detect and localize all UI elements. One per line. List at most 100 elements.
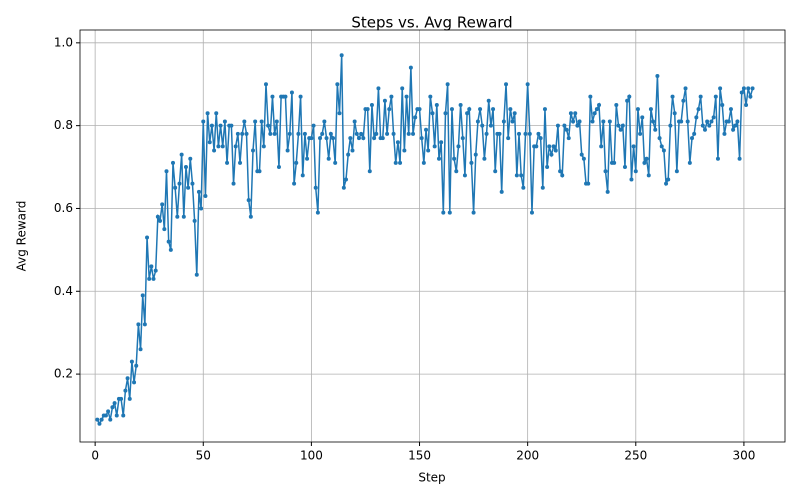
data-point — [138, 347, 143, 352]
data-point — [657, 136, 662, 141]
data-point — [376, 86, 381, 91]
data-point — [640, 115, 645, 120]
data-point — [285, 148, 290, 153]
data-point — [220, 144, 225, 149]
data-point — [467, 107, 472, 112]
y-tick-label: 0.6 — [54, 201, 73, 215]
data-point — [597, 102, 602, 107]
data-point — [240, 131, 245, 136]
data-point — [151, 276, 156, 281]
data-point — [372, 136, 377, 141]
data-point — [333, 160, 338, 165]
data-point — [566, 136, 571, 141]
data-point — [263, 82, 268, 87]
data-point — [687, 160, 692, 165]
chart-title: Steps vs. Avg Reward — [351, 14, 512, 32]
data-point — [214, 111, 219, 116]
data-point — [720, 102, 725, 107]
data-point — [478, 107, 483, 112]
data-point — [393, 160, 398, 165]
data-point — [432, 144, 437, 149]
data-point — [170, 160, 175, 165]
x-tick-label: 150 — [408, 449, 431, 463]
data-point — [322, 119, 327, 124]
data-point — [439, 140, 444, 145]
data-point — [465, 111, 470, 116]
data-point — [679, 119, 684, 124]
data-point — [534, 144, 539, 149]
data-point — [599, 144, 604, 149]
data-point — [564, 127, 569, 132]
data-point — [374, 131, 379, 136]
data-point — [681, 98, 686, 103]
data-point — [618, 127, 623, 132]
data-point — [517, 131, 522, 136]
data-point — [731, 127, 736, 132]
data-point — [506, 136, 511, 141]
y-tick-label: 0.2 — [54, 367, 73, 381]
data-point — [186, 185, 191, 190]
data-point — [558, 169, 563, 174]
data-point — [655, 73, 660, 78]
data-point — [318, 136, 323, 141]
data-point — [715, 156, 720, 161]
data-point — [625, 98, 630, 103]
data-point — [320, 131, 325, 136]
data-point — [294, 160, 299, 165]
data-point — [134, 363, 139, 368]
data-point — [402, 148, 407, 153]
data-point — [562, 123, 567, 128]
data-point — [408, 65, 413, 70]
data-point — [653, 127, 658, 132]
data-point — [97, 421, 102, 426]
data-point — [434, 102, 439, 107]
data-point — [521, 185, 526, 190]
data-point — [739, 90, 744, 95]
data-point — [331, 136, 336, 141]
data-point — [145, 235, 150, 240]
data-point — [225, 160, 230, 165]
data-point — [512, 111, 517, 116]
data-point — [501, 119, 506, 124]
data-point — [361, 136, 366, 141]
data-point — [661, 148, 666, 153]
data-point — [305, 156, 310, 161]
data-point — [454, 169, 459, 174]
data-point — [452, 156, 457, 161]
data-point — [426, 148, 431, 153]
data-point — [246, 198, 251, 203]
data-point — [276, 165, 281, 170]
data-point — [348, 136, 353, 141]
data-point — [155, 214, 160, 219]
data-point — [683, 86, 688, 91]
data-point — [207, 140, 212, 145]
data-point — [616, 123, 621, 128]
data-point — [737, 156, 742, 161]
data-point — [575, 123, 580, 128]
data-point — [460, 136, 465, 141]
data-point — [289, 90, 294, 95]
data-point — [296, 131, 301, 136]
data-point — [713, 94, 718, 99]
data-point — [142, 322, 147, 327]
data-point — [690, 136, 695, 141]
data-point — [188, 156, 193, 161]
data-point — [536, 131, 541, 136]
data-point — [229, 123, 234, 128]
data-point — [748, 94, 753, 99]
data-point — [387, 107, 392, 112]
plot-frame — [79, 29, 786, 443]
data-point — [542, 107, 547, 112]
data-point — [158, 218, 163, 223]
data-point — [251, 148, 256, 153]
data-point — [471, 210, 476, 215]
data-point — [648, 107, 653, 112]
data-point — [480, 123, 485, 128]
data-point — [119, 396, 124, 401]
data-point — [527, 131, 532, 136]
data-point — [685, 119, 690, 124]
data-point — [711, 115, 716, 120]
data-point — [201, 119, 206, 124]
data-point — [659, 144, 664, 149]
data-point — [529, 210, 534, 215]
